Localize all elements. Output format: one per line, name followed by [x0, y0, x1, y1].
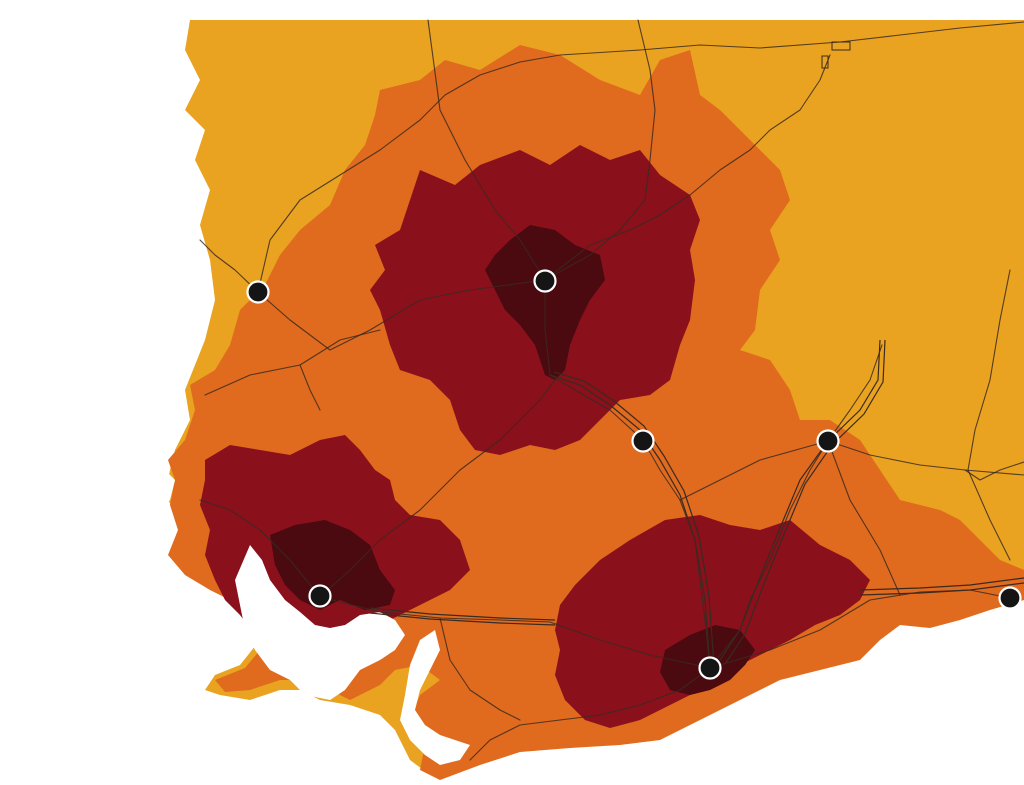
highway [859, 582, 1024, 596]
highway [369, 607, 556, 621]
highway [719, 339, 881, 661]
road [544, 279, 644, 441]
road [299, 364, 321, 411]
highway [549, 374, 711, 669]
city-marker-icon[interactable] [533, 269, 557, 293]
road [544, 54, 831, 281]
road [439, 617, 521, 721]
road [679, 440, 829, 501]
road [257, 279, 546, 351]
road [199, 499, 321, 598]
road [827, 440, 901, 596]
road [544, 19, 656, 281]
city-marker-icon[interactable] [246, 280, 270, 304]
zone-core-west [270, 520, 395, 610]
interchange [821, 55, 829, 69]
road [199, 239, 259, 293]
road [964, 461, 1024, 481]
road [827, 440, 1024, 476]
zone-inner-south [555, 515, 870, 728]
city-marker-icon[interactable] [998, 586, 1022, 610]
interchange [831, 41, 851, 51]
highway [369, 612, 556, 626]
road [967, 269, 1011, 561]
city-marker-icon[interactable] [631, 429, 655, 453]
road-network [199, 19, 1024, 761]
city-markers [246, 269, 1022, 680]
city-marker-icon[interactable] [308, 584, 332, 608]
highway [724, 339, 886, 665]
road [469, 667, 711, 761]
coast-water-sw [150, 470, 175, 510]
coast-water-south [400, 630, 470, 765]
highway [553, 371, 715, 666]
road [427, 19, 546, 281]
road [319, 596, 711, 669]
coast-water-west [235, 545, 405, 700]
road [839, 21, 1024, 43]
city-marker-icon[interactable] [698, 656, 722, 680]
highway-network [369, 41, 1024, 669]
road [257, 41, 841, 293]
highway [859, 577, 1024, 591]
road [319, 379, 556, 598]
road [827, 344, 883, 442]
city-marker-icon[interactable] [816, 429, 840, 453]
